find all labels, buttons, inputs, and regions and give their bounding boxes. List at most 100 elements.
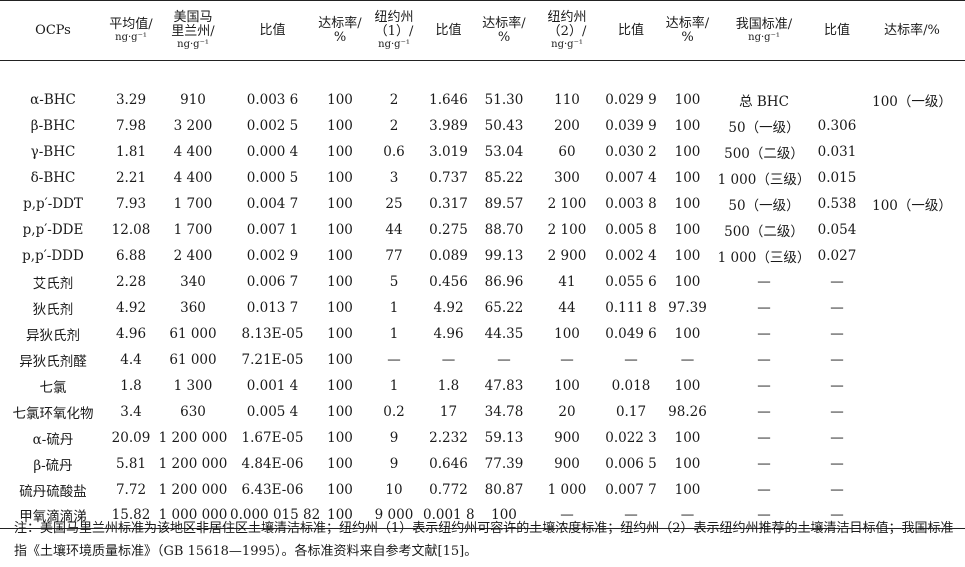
cell-ratio-2: 1.8 [437,377,460,394]
cell-ocp-name: p,p′-DDT [23,195,83,212]
cell-newyork-2: 44 [558,299,576,316]
cell-ratio-2: 0.456 [429,273,468,290]
cell-ratio-2: 1.646 [429,91,468,108]
cell-rate-1: 100 [327,403,353,420]
cell-maryland-std: 630 [180,403,206,420]
cell-mean-value: 4.92 [115,299,147,316]
cell-rate-1: 100 [327,143,353,160]
cell-rate-3: — [680,351,695,368]
cell-ratio-1: 0.002 5 [246,117,299,134]
cell-ratio-1: 0.000 5 [246,169,299,186]
cell-rate-4 [859,165,965,191]
cell-rate-4 [859,477,965,503]
cell-rate-2: 100 [491,507,517,524]
cell-rate-3: 100 [674,195,701,212]
cell-ratio-4: 0.538 [817,195,857,212]
cell-china-std: — [757,455,771,472]
cell-ocp-name: 异狄氏剂 [26,327,80,344]
cell-rate-3: 100 [674,169,701,186]
cell-rate-4 [859,217,965,243]
cell-rate-1: 100 [327,117,353,134]
cell-maryland-std: 1 700 [173,221,213,238]
cell-ocp-name: p,p′-DDD [22,247,84,264]
cell-ratio-2: 0.737 [429,169,468,186]
cell-ratio-4: — [830,455,844,472]
cell-ocp-name: 狄氏剂 [32,301,74,318]
table-row: 狄氏剂 4.92 360 0.013 7 100 1 4.92 65.22 44 0.111 8 9… [0,295,965,321]
cell-ratio-3: 0.007 7 [605,481,657,498]
cell-ratio-2: 0.646 [429,455,468,472]
cell-newyork-1: 25 [385,195,403,212]
cell-ratio-1: 0.007 1 [246,221,299,238]
cell-newyork-2: 100 [554,377,580,394]
cell-rate-2: 50.43 [484,117,524,134]
cell-ratio-4: — [830,351,844,368]
cell-china-std: 50（一级） [728,197,800,214]
cell-mean-value: 5.81 [115,455,147,472]
cell-ratio-1: 6.43E-06 [241,481,304,498]
cell-ratio-1: 0.000 4 [246,143,299,160]
cell-ocp-name: α-硫丹 [32,431,74,448]
cell-ratio-4: — [830,325,844,342]
cell-ocp-name: β-BHC [30,117,76,134]
cell-ratio-2: 17 [439,403,458,420]
cell-mean-value: 12.08 [111,221,151,238]
table-row: β-硫丹 5.81 1 200 000 4.84E-06 100 9 0.646 77.39 9… [0,451,965,477]
cell-china-std: 50（一级） [728,119,800,136]
table-row: p,p′-DDD 6.88 2 400 0.002 9 100 77 0.089 99.13 2… [0,243,965,269]
header-rate-3: 达标率/% [665,15,710,45]
cell-newyork-1: 0.2 [383,403,405,420]
cell-newyork-1: 1 [389,299,399,316]
cell-rate-4 [859,399,965,425]
cell-rate-2: 51.30 [484,91,524,108]
cell-rate-3: 100 [674,273,701,290]
cell-rate-4 [859,321,965,347]
cell-ratio-4: 0.027 [817,247,857,264]
cell-newyork-2: — [560,507,574,524]
cell-mean-value: 2.28 [115,273,147,290]
cell-rate-4: 100（一级） [872,93,952,110]
cell-china-std: 500（二级） [724,145,804,162]
cell-rate-4 [859,269,965,295]
cell-rate-4 [859,373,965,399]
cell-ratio-3: 0.022 3 [605,429,657,446]
cell-mean-value: 2.21 [115,169,147,186]
cell-rate-1: 100 [327,195,353,212]
cell-mean-value: 7.98 [115,117,147,134]
cell-ratio-3: 0.007 4 [605,169,657,186]
cell-rate-1: 100 [327,299,353,316]
cell-ratio-1: 0.005 4 [246,403,299,420]
cell-rate-3: 100 [674,481,701,498]
cell-ratio-4: — [830,273,844,290]
cell-ratio-2: 3.989 [429,117,468,134]
cell-ratio-2: 4.96 [433,325,464,342]
cell-maryland-std: 3 200 [173,117,213,134]
cell-maryland-std: 61 000 [169,325,217,342]
cell-ratio-4: — [830,429,844,446]
cell-china-std: — [757,377,771,394]
table-row: p,p′-DDE 12.08 1 700 0.007 1 100 44 0.275 88.70… [0,217,965,243]
cell-ratio-2: — [441,351,456,368]
cell-newyork-1: 10 [385,481,403,498]
cell-newyork-2: 200 [554,117,580,134]
header-newyork-2: 纽约州 （2）/ng·g⁻¹ [547,9,587,50]
cell-newyork-1: 9 000 [374,507,414,524]
cell-ratio-2: 0.772 [429,481,468,498]
cell-rate-2: 99.13 [484,247,524,264]
cell-maryland-std: 4 400 [173,169,213,186]
cell-ratio-1: 0.003 6 [246,91,299,108]
cell-rate-3: 100 [674,143,701,160]
cell-maryland-std: 1 700 [173,195,213,212]
cell-ratio-3: 0.003 8 [605,195,657,212]
cell-ratio-2: 2.232 [429,429,468,446]
cell-ocp-name: 艾氏剂 [32,275,74,292]
cell-newyork-2: 2 900 [547,247,587,264]
cell-maryland-std: 1 000 000 [158,507,228,524]
cell-rate-3: 98.26 [668,403,707,420]
cell-ocp-name: 硫丹硫酸盐 [19,483,87,500]
cell-mean-value: 1.8 [120,377,142,394]
cell-maryland-std: 4 400 [173,143,213,160]
cell-rate-3: 100 [674,91,701,108]
ocp-comparison-table: OCPs 平均值/ng·g⁻¹ 美国马 里兰州/ng·g⁻¹ 比值 达标率/% 纽… [0,0,965,529]
